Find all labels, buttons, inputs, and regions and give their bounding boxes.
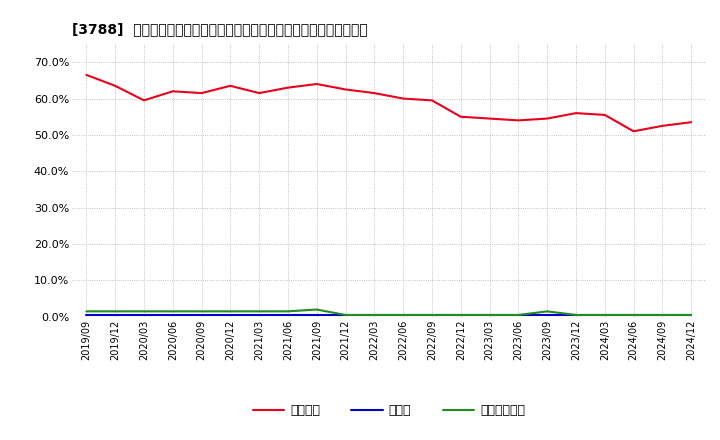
繰延税金資産 (600, 312, 609, 318)
のれん (687, 312, 696, 318)
繰延税金資産 (82, 309, 91, 314)
のれん (428, 312, 436, 318)
繰延税金資産 (658, 312, 667, 318)
繰延税金資産 (255, 309, 264, 314)
自己資本 (82, 72, 91, 77)
自己資本 (600, 112, 609, 117)
自己資本 (658, 123, 667, 128)
のれん (341, 312, 350, 318)
自己資本 (226, 83, 235, 88)
のれん (399, 312, 408, 318)
繰延税金資産 (341, 312, 350, 318)
繰延税金資産 (456, 312, 465, 318)
繰延税金資産 (629, 312, 638, 318)
繰延税金資産 (572, 312, 580, 318)
繰延税金資産 (370, 312, 379, 318)
自己資本 (370, 91, 379, 96)
繰延税金資産 (226, 309, 235, 314)
繰延税金資産 (543, 309, 552, 314)
のれん (82, 312, 91, 318)
のれん (600, 312, 609, 318)
のれん (312, 312, 321, 318)
自己資本 (341, 87, 350, 92)
のれん (226, 312, 235, 318)
繰延税金資産 (687, 312, 696, 318)
Line: 自己資本: 自己資本 (86, 75, 691, 131)
のれん (284, 312, 292, 318)
のれん (168, 312, 177, 318)
繰延税金資産 (312, 307, 321, 312)
自己資本 (514, 118, 523, 123)
のれん (111, 312, 120, 318)
自己資本 (140, 98, 148, 103)
繰延税金資産 (111, 309, 120, 314)
繰延税金資産 (140, 309, 148, 314)
自己資本 (197, 91, 206, 96)
のれん (514, 312, 523, 318)
繰延税金資産 (514, 312, 523, 318)
自己資本 (456, 114, 465, 119)
自己資本 (629, 128, 638, 134)
繰延税金資産 (485, 312, 494, 318)
のれん (140, 312, 148, 318)
のれん (456, 312, 465, 318)
自己資本 (428, 98, 436, 103)
のれん (370, 312, 379, 318)
繰延税金資産 (428, 312, 436, 318)
自己資本 (399, 96, 408, 101)
のれん (629, 312, 638, 318)
のれん (485, 312, 494, 318)
繰延税金資産 (197, 309, 206, 314)
のれん (658, 312, 667, 318)
自己資本 (485, 116, 494, 121)
繰延税金資産 (168, 309, 177, 314)
自己資本 (312, 81, 321, 87)
のれん (255, 312, 264, 318)
自己資本 (543, 116, 552, 121)
自己資本 (255, 91, 264, 96)
繰延税金資産 (399, 312, 408, 318)
自己資本 (572, 110, 580, 116)
自己資本 (168, 88, 177, 94)
Text: [3788]  自己資本、のれん、繰延税金資産の総資産に対する比率の推移: [3788] 自己資本、のれん、繰延税金資産の総資産に対する比率の推移 (72, 22, 368, 36)
自己資本 (111, 83, 120, 88)
のれん (197, 312, 206, 318)
Line: 繰延税金資産: 繰延税金資産 (86, 309, 691, 315)
のれん (543, 312, 552, 318)
繰延税金資産 (284, 309, 292, 314)
自己資本 (687, 120, 696, 125)
Legend: 自己資本, のれん, 繰延税金資産: 自己資本, のれん, 繰延税金資産 (248, 400, 530, 422)
自己資本 (284, 85, 292, 90)
のれん (572, 312, 580, 318)
